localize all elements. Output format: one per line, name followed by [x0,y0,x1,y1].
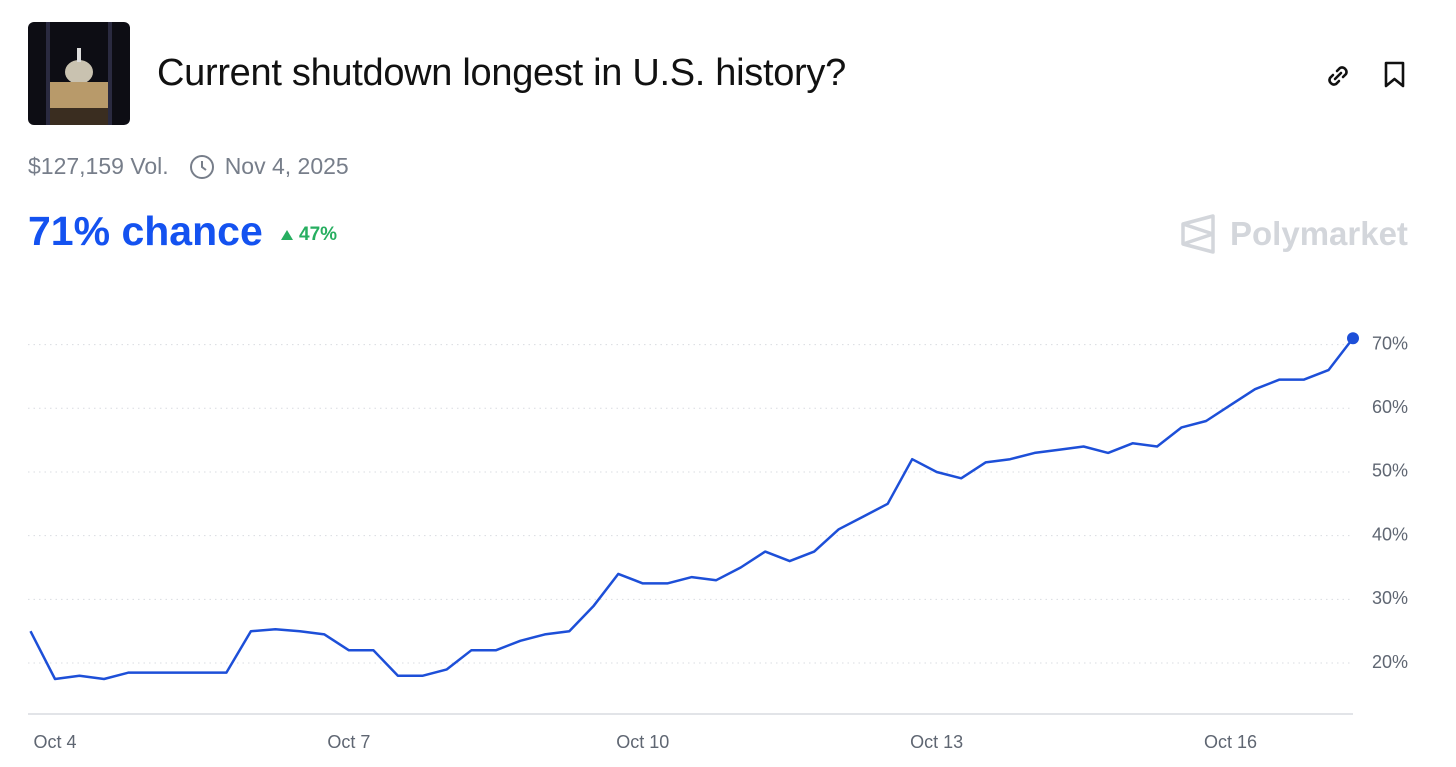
up-arrow [281,230,293,240]
change-value: 47% [299,224,338,245]
y-tick-label: 20% [1372,652,1408,672]
market-meta: $127,159 Vol. Nov 4, 2025 [28,153,349,180]
change: 47% [280,224,337,246]
brand-name: Polymarket [1230,215,1408,252]
y-tick-label: 50% [1372,461,1408,481]
chance: 71% chance [28,208,263,254]
price-line [29,337,1354,681]
clock-icon [189,154,214,179]
market-image [28,22,130,125]
x-tick-label: Oct 4 [33,732,76,752]
y-tick-label: 40% [1372,524,1408,544]
x-tick-label: Oct 13 [910,732,963,752]
y-tick-label: 60% [1372,397,1408,417]
link-icon[interactable] [1322,60,1354,92]
brand: Polymarket [1180,214,1408,254]
x-tick-label: Oct 16 [1204,732,1257,752]
end-date: Nov 4, 2025 [224,153,349,179]
bookmark-icon[interactable] [1382,60,1408,90]
y-tick-label: 70% [1372,333,1408,353]
y-tick-label: 30% [1372,588,1408,608]
x-tick-label: Oct 7 [327,732,370,752]
brand-logo [1181,214,1215,254]
volume: $127,159 Vol. [28,153,169,179]
end-dot [1347,332,1359,345]
market-title: Current shutdown longest in U.S. history… [157,52,846,94]
x-tick-label: Oct 10 [616,732,669,752]
